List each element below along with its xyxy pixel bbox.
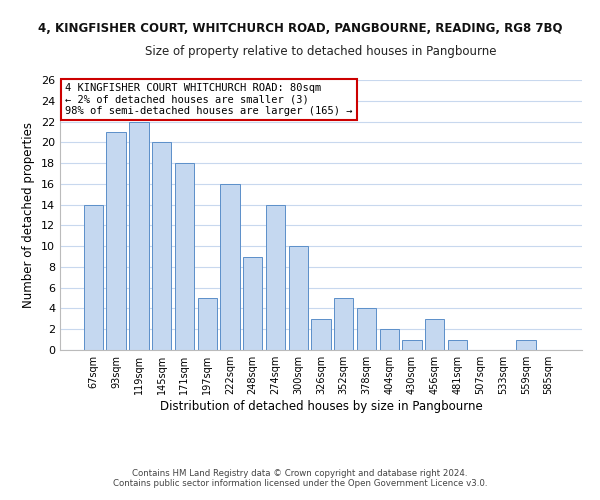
Bar <box>403 340 422 350</box>
Text: 4 KINGFISHER COURT WHITCHURCH ROAD: 80sqm
← 2% of detached houses are smaller (3: 4 KINGFISHER COURT WHITCHURCH ROAD: 80sq… <box>65 82 353 116</box>
Bar <box>129 122 149 350</box>
Bar <box>243 256 262 350</box>
Bar <box>152 142 172 350</box>
Bar <box>334 298 353 350</box>
Bar <box>175 163 194 350</box>
Text: Contains public sector information licensed under the Open Government Licence v3: Contains public sector information licen… <box>113 478 487 488</box>
Bar <box>516 340 536 350</box>
Bar <box>266 204 285 350</box>
Bar <box>357 308 376 350</box>
Title: Size of property relative to detached houses in Pangbourne: Size of property relative to detached ho… <box>145 45 497 58</box>
Bar <box>220 184 239 350</box>
Bar <box>425 319 445 350</box>
Bar <box>380 329 399 350</box>
Text: Contains HM Land Registry data © Crown copyright and database right 2024.: Contains HM Land Registry data © Crown c… <box>132 468 468 477</box>
Bar <box>311 319 331 350</box>
Bar <box>448 340 467 350</box>
Bar <box>84 204 103 350</box>
Y-axis label: Number of detached properties: Number of detached properties <box>22 122 35 308</box>
Bar <box>106 132 126 350</box>
Bar <box>289 246 308 350</box>
Bar <box>197 298 217 350</box>
Text: 4, KINGFISHER COURT, WHITCHURCH ROAD, PANGBOURNE, READING, RG8 7BQ: 4, KINGFISHER COURT, WHITCHURCH ROAD, PA… <box>38 22 562 36</box>
X-axis label: Distribution of detached houses by size in Pangbourne: Distribution of detached houses by size … <box>160 400 482 413</box>
